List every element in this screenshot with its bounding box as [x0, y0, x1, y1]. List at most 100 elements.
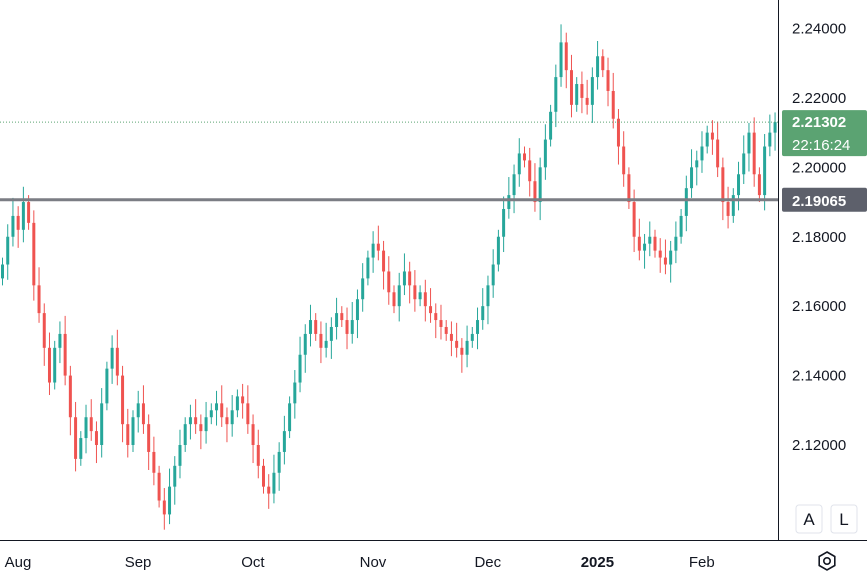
candle-body [21, 202, 25, 230]
auto-scale-button[interactable]: A [795, 504, 823, 534]
price-tick-label: 2.22000 [792, 90, 846, 107]
candle-body [559, 42, 563, 78]
candle-body [53, 347, 57, 383]
candle-body [115, 347, 119, 376]
candle-body [303, 333, 307, 355]
candle-body [476, 320, 480, 334]
candle-body [324, 340, 328, 348]
candle-body [251, 424, 255, 445]
candle-body [616, 118, 620, 147]
log-scale-button[interactable]: L [830, 504, 858, 534]
candles-layer [1, 24, 777, 530]
log-scale-label: L [839, 510, 848, 529]
candle-body [596, 56, 600, 78]
candle-body [523, 153, 526, 161]
candle-body [110, 347, 114, 369]
candle-body [220, 403, 224, 418]
candle-body [235, 396, 239, 411]
candle-body [298, 354, 302, 383]
candle-body [465, 340, 469, 355]
candle-body [444, 326, 448, 334]
candle-body [768, 132, 772, 147]
candle-body [460, 347, 464, 355]
candle-body [282, 431, 286, 452]
candle-body [491, 264, 495, 286]
candle-body [345, 320, 349, 334]
candle-body [204, 417, 208, 432]
candle-body [721, 167, 725, 203]
candle-body [335, 313, 339, 327]
candle-body [543, 139, 547, 168]
candle-body [658, 250, 662, 258]
candle-body [131, 417, 135, 445]
candle-body [413, 285, 417, 300]
candle-body [418, 292, 422, 300]
candle-body [16, 215, 20, 230]
time-axis[interactable]: Aug Sep Oct Nov Dec 2025 Feb [5, 554, 715, 571]
candle-body [528, 160, 532, 182]
candle-body [549, 111, 553, 140]
candle-body [230, 410, 234, 425]
candle-body [496, 236, 500, 265]
candle-body [11, 215, 15, 237]
candle-body [173, 465, 177, 487]
candle-body [37, 285, 41, 314]
candle-body [554, 77, 558, 112]
candle-body [757, 174, 761, 196]
candle-body [241, 396, 245, 404]
candle-body [408, 271, 412, 286]
time-tick-label: 2025 [581, 554, 614, 571]
last-price-badge: 2.21302 22:16:24 [782, 110, 867, 157]
candle-body [256, 445, 260, 466]
candle-body [314, 320, 318, 334]
candle-body [168, 486, 172, 515]
price-tick-label: 2.20000 [792, 159, 846, 176]
candle-body [147, 424, 151, 452]
candle-body [84, 417, 88, 439]
price-tick-label: 2.16000 [792, 298, 846, 315]
candle-body [277, 451, 281, 473]
candle-body [486, 285, 490, 307]
candle-body [27, 202, 31, 223]
candle-body [272, 472, 276, 494]
candle-body [731, 195, 735, 216]
candle-body [225, 417, 229, 425]
candle-body [517, 153, 521, 175]
candle-body [533, 181, 537, 203]
candle-body [183, 424, 187, 445]
candle-body [376, 243, 380, 251]
candle-body [397, 285, 401, 307]
candle-body [449, 333, 453, 341]
candle-body [162, 500, 166, 515]
level-price-label: 2.19065 [792, 193, 846, 210]
candle-body [136, 403, 140, 418]
candle-body [575, 84, 579, 105]
candle-body [308, 320, 312, 334]
price-tick-label: 2.14000 [792, 368, 846, 385]
candle-body [663, 257, 667, 265]
price-tick-label: 2.12000 [792, 437, 846, 454]
candle-body [288, 403, 292, 432]
candle-body [94, 431, 98, 445]
candle-body [585, 97, 589, 105]
candle-body [340, 313, 344, 321]
candle-body [674, 236, 678, 251]
time-tick-label: Oct [241, 554, 265, 571]
candle-body [42, 313, 46, 348]
candle-body [371, 243, 375, 258]
price-axis[interactable]: 2.24000 2.22000 2.20000 2.18000 2.16000 2.140… [792, 21, 846, 455]
auto-scale-label: A [803, 510, 815, 529]
candle-body [329, 326, 333, 341]
candle-body [215, 403, 219, 411]
candle-body [439, 320, 443, 327]
candle-body [470, 333, 474, 341]
candle-body [63, 333, 67, 376]
candle-body [366, 257, 370, 279]
candle-body [512, 174, 516, 196]
candle-body [569, 70, 573, 105]
candle-body [679, 215, 683, 237]
candle-body [194, 417, 198, 425]
candle-body [695, 160, 699, 168]
gear-icon[interactable] [818, 551, 836, 571]
